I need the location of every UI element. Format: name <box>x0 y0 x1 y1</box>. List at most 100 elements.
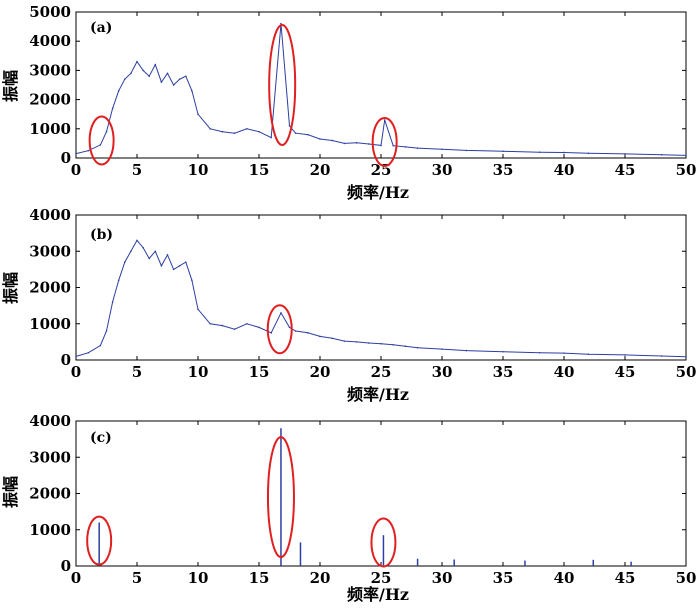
spectrum-point-b <box>502 350 504 353</box>
plot-area-a: 0 5 10 15 20 25 30 35 40 45 5001000200030004000500… <box>29 3 696 179</box>
spectrum-point-b <box>154 250 157 253</box>
spectrum-point-a <box>392 144 395 147</box>
axes-frame-a <box>75 11 687 159</box>
y-tick-label-a: 3000 <box>29 61 71 79</box>
spectrum-point-b <box>465 349 468 352</box>
panel-c-label: (c) <box>90 430 112 446</box>
spectrum-point-b <box>294 330 297 332</box>
spectrum-point-a <box>368 143 370 145</box>
spectrum-point-b <box>87 351 89 354</box>
spectrum-point-a <box>75 152 77 155</box>
spectrum-point-a <box>416 147 419 149</box>
x-tick-label-c: 20 <box>310 569 331 587</box>
y-tick-label-a: 1000 <box>29 120 71 138</box>
y-tick-label-b: 0 <box>61 351 71 369</box>
spectrum-point-b <box>416 346 419 349</box>
spectrum-point-b <box>660 355 663 357</box>
spectrum-point-b <box>392 343 395 346</box>
spectrum-point-a <box>130 72 132 75</box>
x-tick-label-b: 20 <box>310 363 331 381</box>
x-tick-label-a: 15 <box>249 161 270 179</box>
spectrum-point-a <box>142 69 144 72</box>
x-tick-label-a: 0 <box>71 161 81 179</box>
y-tick-label-a: 5000 <box>29 3 71 21</box>
x-tick-label-a: 50 <box>676 161 697 179</box>
spectrum-point-a <box>538 151 541 153</box>
y-tick-label-c: 3000 <box>29 448 71 466</box>
spectrum-point-b <box>166 254 169 256</box>
spectrum-point-b <box>270 332 273 334</box>
spectrum-point-b <box>142 246 144 249</box>
x-tick-label-a: 40 <box>554 161 575 179</box>
spectrum-line-b <box>75 239 687 358</box>
spectrum-point-b <box>233 328 236 330</box>
panel-b: (b) 振幅 频率/Hz <box>1 227 409 404</box>
x-tick-label-c: 25 <box>371 569 392 587</box>
spectrum-point-a <box>117 90 120 92</box>
spectrum-point-a <box>178 78 181 80</box>
highlight-ellipse-c <box>370 517 397 568</box>
spectrum-point-b <box>288 326 291 329</box>
panel-b-x-label: 频率/Hz <box>347 385 409 404</box>
spectrum-point-b <box>331 337 334 340</box>
spectrum-point-b <box>209 322 211 325</box>
spectrum-point-b <box>99 344 102 347</box>
spectrum-point-a <box>660 153 663 156</box>
y-tick-label-c: 0 <box>61 557 71 575</box>
x-tick-label-b: 15 <box>249 363 270 381</box>
spectrum-point-a <box>624 153 626 155</box>
spectrum-point-b <box>185 261 187 263</box>
spectrum-point-b <box>685 355 687 358</box>
spectrum-point-b <box>172 268 175 271</box>
x-tick-label-a: 45 <box>615 161 636 179</box>
x-tick-label-b: 5 <box>132 363 142 381</box>
spectrum-point-b <box>624 354 626 356</box>
spectrum-point-b <box>148 257 150 260</box>
spectrum-point-a <box>172 84 175 86</box>
spectrum-point-b <box>380 342 382 345</box>
spectrum-point-b <box>404 345 407 348</box>
spectrum-point-a <box>185 75 187 78</box>
x-tick-label-c: 35 <box>493 569 514 587</box>
spectrum-point-b <box>130 250 132 253</box>
spectrum-line-a <box>75 23 687 156</box>
spectrum-point-b <box>124 261 126 263</box>
spectrum-point-a <box>685 154 687 157</box>
spectrum-point-b <box>246 322 248 325</box>
y-tick-label-b: 3000 <box>29 242 71 260</box>
spectrum-point-a <box>288 125 291 127</box>
spectrum-point-a <box>148 75 150 78</box>
spectrum-point-a <box>111 107 114 110</box>
highlight-ellipse-b <box>266 304 293 355</box>
spectrum-point-b <box>587 353 590 356</box>
spectrum-point-a <box>124 78 126 80</box>
spectrum-point-a <box>404 146 407 148</box>
plot-area-b: 0 5 10 15 20 25 30 35 40 45 50 0 1000 2000 3000 4000 <box>29 206 696 381</box>
spectrum-point-a <box>166 72 169 75</box>
spectrum-point-a <box>136 60 138 63</box>
highlight-ellipse-a <box>88 115 115 166</box>
x-tick-label-c: 30 <box>432 569 453 587</box>
spectrum-point-a <box>87 149 89 152</box>
spectrum-point-a <box>105 130 108 133</box>
panel-a-label: (a) <box>90 20 112 36</box>
x-tick-label-c: 40 <box>554 569 575 587</box>
spectrum-point-a <box>441 148 443 151</box>
x-tick-label-c: 50 <box>676 569 697 587</box>
spectrum-point-b <box>343 340 346 342</box>
x-tick-label-c: 45 <box>615 569 636 587</box>
x-tick-label-b: 25 <box>371 363 392 381</box>
x-tick-label-b: 10 <box>188 363 209 381</box>
spectrum-point-b <box>191 279 193 282</box>
y-tick-label-a: 2000 <box>29 91 71 109</box>
panel-b-label: (b) <box>90 227 113 243</box>
panel-b-y-label: 振幅 <box>1 272 20 304</box>
x-tick-label-c: 15 <box>249 569 270 587</box>
axes-frame-c <box>75 420 687 567</box>
y-tick-label-b: 4000 <box>29 206 71 224</box>
x-tick-label-a: 35 <box>493 161 514 179</box>
spectrum-point-b <box>280 312 282 314</box>
panel-a-y-label: 振幅 <box>1 70 20 102</box>
spectrum-point-a <box>331 139 334 142</box>
spectrum-point-a <box>294 132 297 134</box>
